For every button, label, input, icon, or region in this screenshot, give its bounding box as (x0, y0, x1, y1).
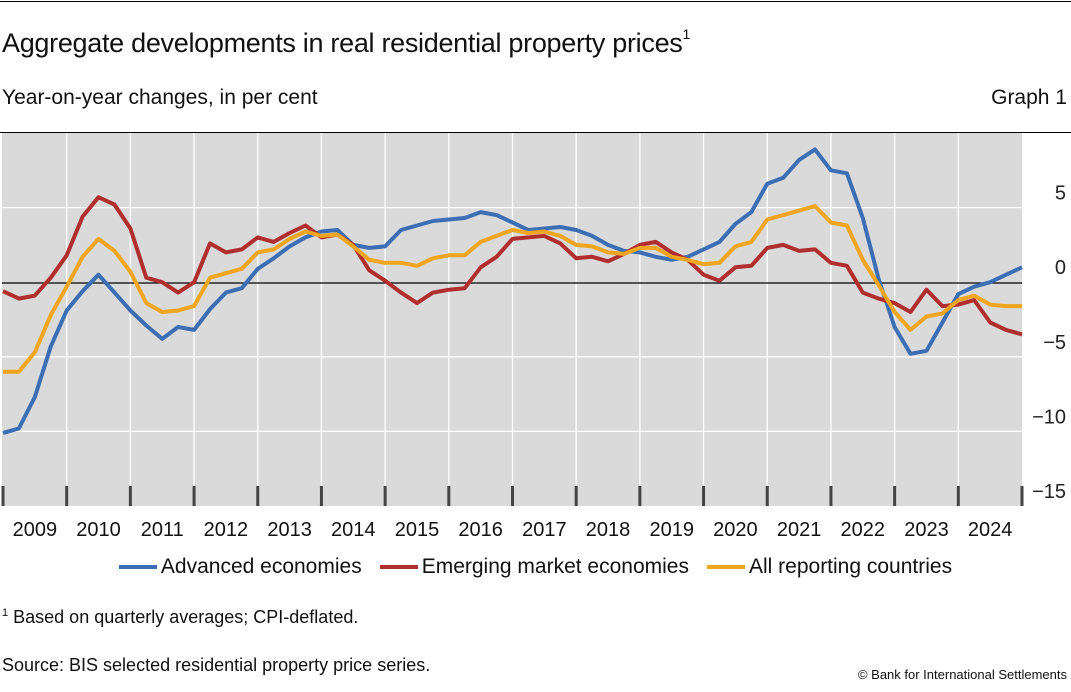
x-tick-label: 2013 (267, 519, 312, 541)
legend-swatch-all (706, 565, 745, 569)
chart-subtitle: Year-on-year changes, in per cent (2, 86, 318, 109)
series-line-all-reporting-countries (3, 204, 1022, 374)
x-tick-label: 2021 (777, 519, 822, 541)
x-tick-label: 2019 (649, 519, 694, 541)
source-note: Source: BIS selected residential propert… (2, 655, 431, 675)
legend: Advanced economies Emerging market econo… (0, 555, 1071, 579)
x-tick-label: 2011 (141, 519, 184, 541)
legend-label-all: All reporting countries (748, 555, 953, 578)
legend-label-advanced: Advanced economies (160, 555, 362, 578)
copyright: © Bank for International Settlements (857, 667, 1067, 682)
series-line-emerging-market-economies (2, 195, 1023, 337)
x-tick-label: 2023 (904, 519, 949, 541)
footnote-mark: 1 (2, 607, 9, 619)
legend-label-emerging: Emerging market economies (421, 555, 689, 578)
x-tick-label: 2014 (331, 519, 376, 541)
top-rule (0, 1, 1071, 2)
title-footnote-mark: 1 (682, 26, 691, 42)
x-tick-label: 2010 (76, 519, 121, 541)
legend-swatch-emerging (379, 565, 418, 569)
y-tick-label: −10 (1032, 406, 1066, 428)
legend-item-all: All reporting countries (706, 555, 953, 579)
series-line-advanced-economies (2, 147, 1023, 435)
x-tick-label: 2020 (713, 519, 758, 541)
header-rule (0, 132, 1071, 133)
y-tick-label: 0 (1055, 257, 1066, 279)
y-tick-label: −15 (1032, 481, 1066, 503)
x-tick-label: 2022 (841, 519, 886, 541)
y-tick-label: −5 (1043, 332, 1066, 354)
line-chart: 5 0 −5 −10 −15 2009 2010 2011 2012 2013 2014 2015 2… (1, 133, 1066, 541)
x-tick-label: 2018 (586, 519, 631, 541)
footnote: 1 Based on quarterly averages; CPI-defla… (2, 607, 358, 628)
x-tick-label: 2012 (204, 519, 249, 541)
x-tick-label: 2009 (13, 519, 58, 541)
graph-number: Graph 1 (991, 86, 1067, 109)
legend-item-emerging: Emerging market economies (379, 555, 689, 579)
x-tick-label: 2016 (458, 519, 503, 541)
footnote-text: Based on quarterly averages; CPI-deflate… (13, 607, 359, 627)
x-tick-label: 2015 (395, 519, 440, 541)
legend-swatch-advanced (118, 565, 157, 569)
title-text: Aggregate developments in real residenti… (2, 28, 683, 58)
legend-item-advanced: Advanced economies (118, 555, 362, 579)
x-tick-label: 2024 (968, 519, 1013, 541)
y-tick-label: 5 (1055, 183, 1066, 205)
x-tick-label: 2017 (522, 519, 567, 541)
chart-title: Aggregate developments in real residenti… (2, 26, 691, 59)
